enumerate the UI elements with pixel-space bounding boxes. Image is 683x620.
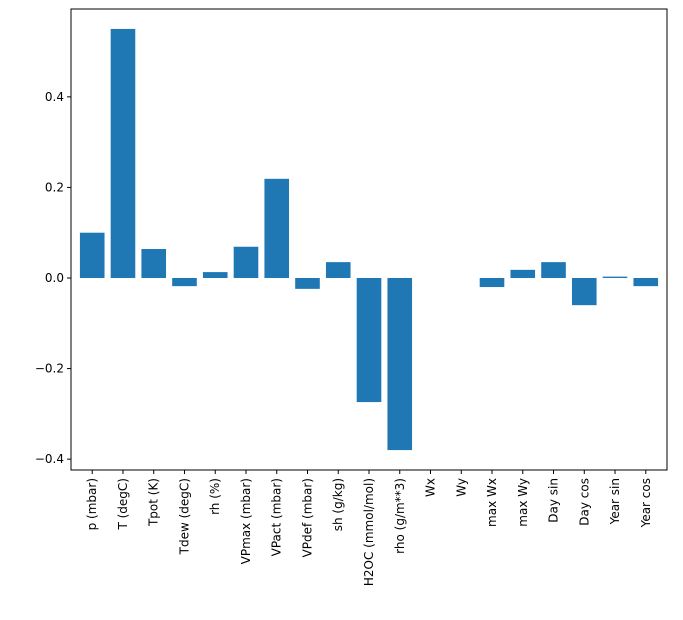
- y-tick-label: 0.2: [45, 180, 64, 194]
- x-tick-label: sh (g/kg): [331, 478, 345, 531]
- bar: [110, 28, 136, 278]
- x-tick-label: VPdef (mbar): [300, 478, 314, 557]
- bar: [633, 277, 659, 287]
- x-tick-label: max Wy: [516, 478, 530, 527]
- x-tick-label: H2OC (mmol/mol): [362, 478, 376, 586]
- bar: [356, 277, 382, 403]
- x-tick-label: Day cos: [577, 478, 591, 526]
- x-tick-label: Wx: [424, 478, 438, 497]
- x-tick-label: rho (g/m**3): [393, 478, 407, 554]
- x-tick-label: VPmax (mbar): [239, 478, 253, 564]
- x-tick-label: Wy: [454, 478, 468, 497]
- bar: [387, 277, 413, 451]
- x-tick-label: max Wx: [485, 478, 499, 527]
- y-tick-label: 0.0: [45, 271, 64, 285]
- y-tick-label: −0.4: [35, 452, 64, 466]
- x-tick-label: Year sin: [608, 478, 622, 525]
- bar: [264, 178, 290, 278]
- bar: [510, 269, 536, 278]
- bar: [541, 262, 566, 278]
- x-tick-label: rh (%): [208, 478, 222, 515]
- bar: [202, 272, 228, 278]
- bar: [571, 277, 597, 306]
- bar: [479, 277, 505, 288]
- x-tick-label: Year cos: [639, 478, 653, 528]
- y-tick-label: 0.4: [45, 90, 64, 104]
- y-tick-label: −0.2: [35, 362, 64, 376]
- bar: [295, 277, 320, 289]
- bar: [141, 249, 167, 278]
- x-tick-label: Day sin: [547, 478, 561, 523]
- x-tick-label: T (degC): [116, 478, 130, 531]
- x-tick-label: Tpot (K): [147, 478, 161, 527]
- x-tick-label: VPact (mbar): [270, 478, 284, 556]
- x-tick-label: Tdew (degC): [177, 478, 191, 555]
- bar: [325, 262, 351, 278]
- bar: [602, 276, 628, 278]
- x-tick-label: p (mbar): [85, 478, 99, 530]
- bar: [172, 277, 197, 287]
- bar: [79, 232, 105, 278]
- bar: [233, 246, 259, 278]
